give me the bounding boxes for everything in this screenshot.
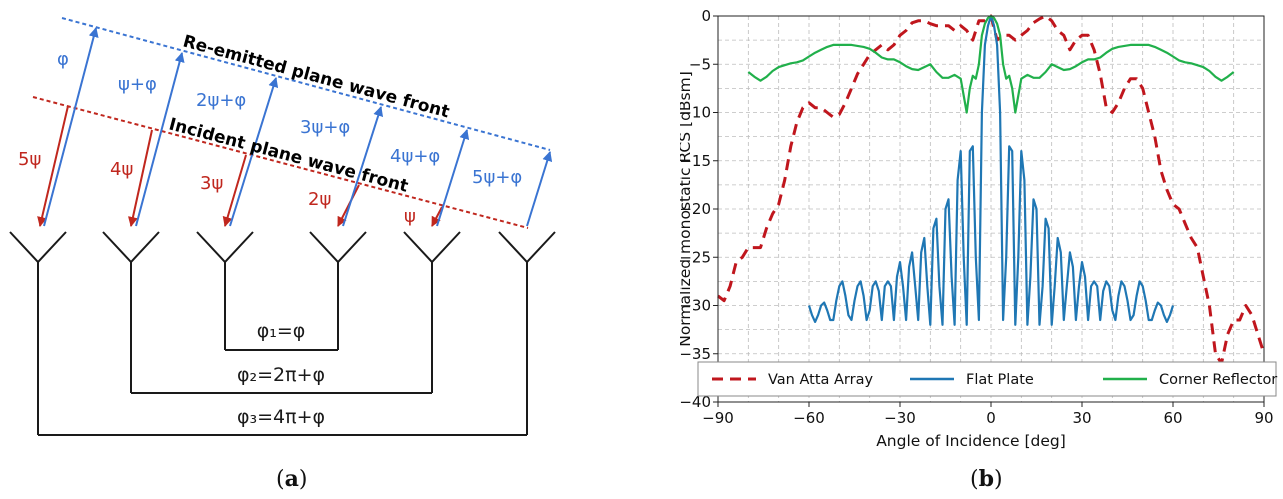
y-tick-label: −15 (680, 152, 711, 170)
incident-phase-label: 5ψ (18, 149, 41, 170)
y-tick-label: −10 (680, 104, 711, 122)
caption-a-letter: a (284, 466, 299, 492)
antenna-2 (102, 231, 160, 393)
rcs-chart: −90 −60 −30 0 30 60 90 0 −5 −10 −15 −20 −25 −30 −35 −40… (680, 7, 1277, 450)
y-axis-label: Normalized monostatic RCS [dBsm] (680, 71, 694, 347)
antenna-elements (9, 231, 556, 435)
y-tick-label: 0 (701, 7, 711, 25)
y-tick-label: −30 (680, 297, 711, 315)
antenna-5 (403, 231, 461, 393)
caption-b-letter: b (978, 466, 994, 492)
x-tick-label: 60 (1163, 409, 1182, 427)
legend-box (697, 361, 1277, 397)
axis-layer: −90 −60 −30 0 30 60 90 0 −5 −10 −15 −20 −25 −30 −35 −40… (680, 7, 1274, 450)
legend-label: Flat Plate (966, 372, 1034, 388)
y-tick-label: −35 (680, 345, 711, 363)
legend-layer: Van Atta Array Flat Plate Corner Reflector (697, 361, 1277, 397)
antenna-4 (309, 231, 367, 350)
y-tick-label: −40 (680, 393, 711, 411)
antenna-3 (196, 231, 254, 350)
x-axis-label: Angle of Incidence [deg] (876, 432, 1066, 450)
incident-phase-label: 4ψ (110, 159, 133, 180)
x-tick-label: 90 (1254, 409, 1273, 427)
reemitted-phase-label: 4ψ+φ (390, 146, 440, 167)
reemitted-phase-label: 5ψ+φ (472, 167, 522, 188)
van-atta-diagram: Re-emitted plane wave front Incident pla… (9, 17, 556, 436)
reemitted-phase-label: 2ψ+φ (196, 90, 246, 111)
incident-phase-label: 2ψ (308, 189, 331, 210)
incident-arrows (37, 105, 443, 227)
reemitted-phase-label: φ (57, 49, 69, 70)
antenna-6 (498, 231, 556, 435)
x-tick-label: −30 (884, 409, 916, 427)
reemitted-arrows (43, 27, 553, 227)
y-tick-label: −20 (680, 200, 711, 218)
x-tick-label: −60 (793, 409, 825, 427)
reemitted-phase-label: 3ψ+φ (300, 117, 350, 138)
line-phase-label: φ₁=φ (257, 320, 306, 342)
grid-layer (717, 15, 1265, 403)
incident-wavefront-line (32, 96, 529, 229)
transmission-lines (38, 349, 527, 436)
y-tick-label: −5 (689, 55, 711, 73)
caption-b: (b) (970, 466, 1003, 492)
legend-label: Corner Reflector (1159, 372, 1277, 388)
reemitted-wavefront-line (61, 17, 551, 151)
caption-a: (a) (276, 466, 308, 492)
y-tick-label: −25 (680, 248, 711, 266)
x-tick-label: −90 (702, 409, 734, 427)
incident-phase-label: 3ψ (200, 173, 223, 194)
line-phase-label: φ₂=2π+φ (237, 364, 325, 386)
x-tick-label: 30 (1072, 409, 1091, 427)
x-tick-label: 0 (986, 409, 996, 427)
antenna-1 (9, 231, 67, 435)
incident-phase-label: ψ (404, 206, 416, 227)
line-phase-label: φ₃=4π+φ (237, 406, 325, 428)
legend-label: Van Atta Array (768, 372, 873, 388)
reemitted-phase-label: ψ+φ (118, 74, 157, 95)
